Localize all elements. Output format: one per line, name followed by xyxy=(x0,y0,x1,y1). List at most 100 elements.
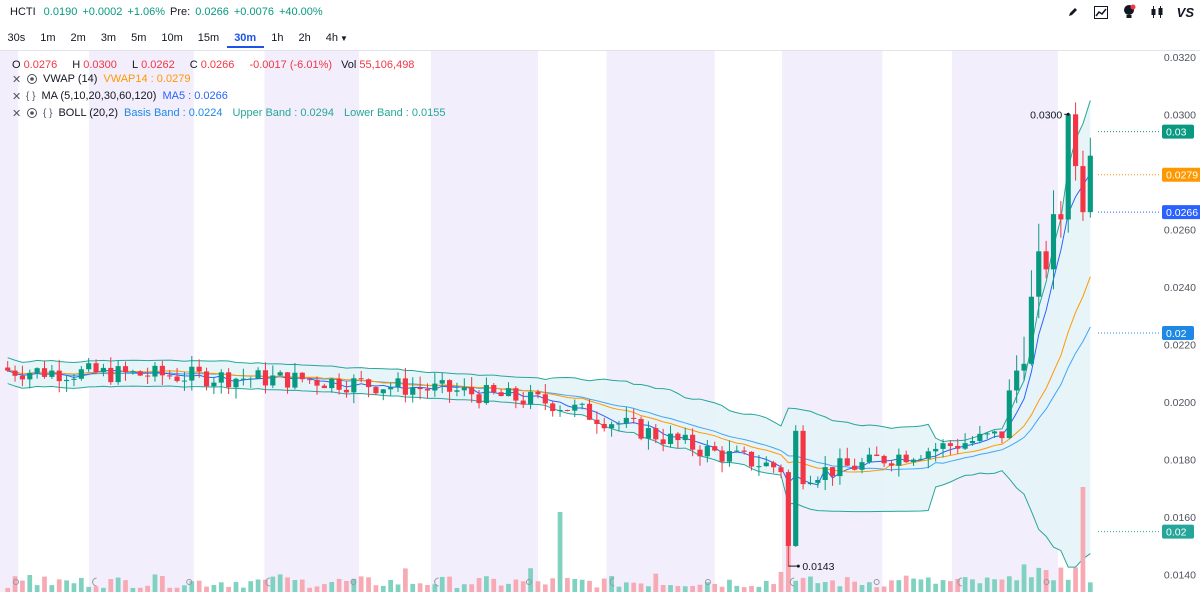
volume-bar xyxy=(145,585,150,592)
volume-bar xyxy=(852,581,857,592)
candle xyxy=(896,448,902,477)
volume-bar xyxy=(1058,567,1064,592)
volume-bar xyxy=(64,580,69,592)
candle-body xyxy=(64,379,70,382)
volume-bar xyxy=(918,579,924,592)
candle-body xyxy=(550,403,556,412)
candle xyxy=(977,425,983,444)
candle-body xyxy=(645,428,652,439)
interval-tab-4h[interactable]: 4h ▼ xyxy=(325,32,348,44)
candle xyxy=(255,367,261,379)
eye-icon[interactable] xyxy=(26,107,38,119)
interval-tab-3m[interactable]: 3m xyxy=(100,32,117,44)
candle xyxy=(793,425,799,548)
pencil-icon[interactable] xyxy=(1065,4,1081,20)
source-code-icon[interactable]: { } xyxy=(43,107,53,119)
volume-bar xyxy=(204,586,209,592)
volume-bar xyxy=(78,577,84,592)
eye-icon[interactable] xyxy=(26,73,38,85)
volume-bar xyxy=(71,583,77,592)
volume-bar xyxy=(410,583,416,592)
volume-bar xyxy=(395,584,401,592)
volume-bar xyxy=(447,576,452,592)
volume-bar xyxy=(763,580,769,592)
candle-body xyxy=(756,466,762,468)
candle xyxy=(631,408,637,424)
volume-bar xyxy=(668,585,673,592)
interval-tab-1h[interactable]: 1h xyxy=(271,32,284,44)
candle-body xyxy=(734,450,740,452)
candle-body xyxy=(189,366,195,381)
candle-body xyxy=(962,443,968,449)
candle xyxy=(329,377,335,393)
candle xyxy=(638,416,644,441)
candle-style-icon[interactable] xyxy=(1149,4,1165,20)
symbol[interactable]: HCTI xyxy=(10,6,36,18)
candle-body xyxy=(748,451,755,467)
interval-tab-30m[interactable]: 30m xyxy=(226,28,264,48)
candle-body xyxy=(660,439,666,445)
indicator-value: MA5 : 0.0266 xyxy=(162,90,228,102)
candle xyxy=(866,447,872,464)
candle xyxy=(1087,137,1093,218)
remove-icon[interactable]: ✕ xyxy=(12,107,22,120)
y-tick-label: 0.0220 xyxy=(1164,340,1196,352)
interval-tabs: 30s 1m 2m 3m 5m 10m 15m 30m 1h 2h 4h ▼ xyxy=(0,26,355,50)
candle xyxy=(520,392,526,409)
candle-body xyxy=(1028,296,1034,364)
chevron-down-icon[interactable]: ▼ xyxy=(339,34,348,43)
volume-bar xyxy=(587,580,592,592)
price-chart[interactable]: 0.03000.01430.03200.03000.02800.02600.02… xyxy=(0,51,1200,592)
volume-bar xyxy=(933,583,939,592)
interval-tab-2h[interactable]: 2h xyxy=(298,32,311,44)
candle-body xyxy=(424,389,431,391)
remove-icon[interactable]: ✕ xyxy=(12,90,22,103)
volume-bar xyxy=(344,581,349,592)
header-divider xyxy=(0,50,1200,51)
volume-value: 55,106,498 xyxy=(359,59,415,71)
candle-body xyxy=(763,462,769,467)
candle xyxy=(417,376,423,400)
candle-body xyxy=(167,375,173,377)
volume-bar xyxy=(962,577,968,592)
remove-icon[interactable]: ✕ xyxy=(12,73,22,86)
candle xyxy=(100,363,107,377)
interval-tab-2m[interactable]: 2m xyxy=(70,32,86,44)
interval-tab-15m[interactable]: 15m xyxy=(197,32,220,44)
volume-bar xyxy=(778,571,784,592)
candle-body xyxy=(137,371,143,376)
candle xyxy=(969,436,976,446)
candle-body xyxy=(940,443,946,449)
candle-body xyxy=(888,463,895,466)
candle xyxy=(910,457,917,466)
indicator-vwap: ✕ VWAP (14) VWAP14 : 0.0279 xyxy=(12,71,200,87)
candle xyxy=(365,378,372,398)
candle-body xyxy=(925,451,931,459)
interval-tab-30s[interactable]: 30s xyxy=(7,32,26,44)
volume-bar xyxy=(93,586,99,592)
volume-bar xyxy=(690,585,695,592)
volume-bar xyxy=(903,575,909,592)
source-code-icon[interactable]: { } xyxy=(26,90,36,102)
volume-bar xyxy=(86,586,92,592)
volume-bar xyxy=(756,586,762,592)
y-tick-label: 0.0300 xyxy=(1164,109,1196,121)
candle xyxy=(822,456,828,491)
candle-body xyxy=(78,369,84,379)
candle xyxy=(697,445,703,466)
chart-line-icon[interactable] xyxy=(1093,4,1109,20)
volume-bar xyxy=(130,587,136,592)
interval-tab-10m[interactable]: 10m xyxy=(161,32,183,44)
brand-logo[interactable]: VS xyxy=(1176,4,1194,20)
idea-bulb-icon[interactable] xyxy=(1121,4,1137,20)
candle xyxy=(675,432,681,449)
ma5-line xyxy=(7,173,1091,486)
sun-icon xyxy=(350,579,357,585)
candle-body xyxy=(292,372,298,388)
candle-body xyxy=(881,455,887,464)
interval-tab-5m[interactable]: 5m xyxy=(131,32,147,44)
interval-tab-1m[interactable]: 1m xyxy=(40,32,56,44)
candle xyxy=(837,448,843,485)
volume-bar xyxy=(1029,577,1034,592)
candle xyxy=(734,445,740,453)
